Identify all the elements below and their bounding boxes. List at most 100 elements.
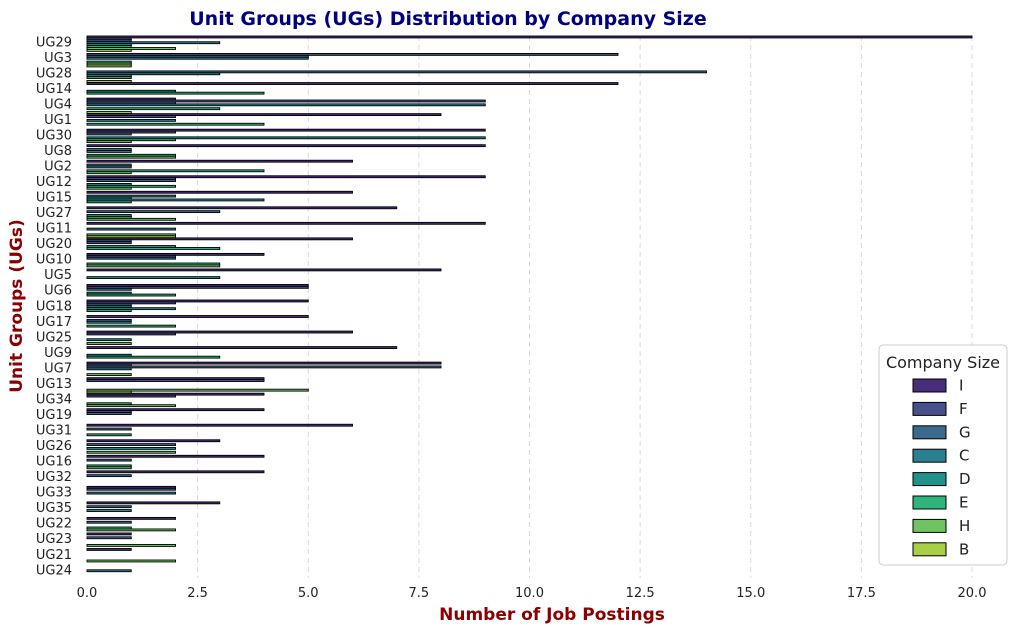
bar <box>86 569 132 573</box>
bar <box>86 470 265 474</box>
bar <box>86 80 132 83</box>
bar <box>86 35 973 39</box>
bar <box>86 82 619 85</box>
bar <box>86 287 132 291</box>
bar <box>86 404 176 408</box>
bars <box>86 35 973 573</box>
bar <box>86 285 309 289</box>
bar <box>86 373 132 377</box>
legend-swatch <box>912 425 947 440</box>
bar <box>86 206 398 210</box>
bar <box>86 179 176 182</box>
bar <box>86 227 176 231</box>
bar <box>86 241 132 245</box>
bar <box>86 268 442 272</box>
bar <box>86 132 132 136</box>
bar <box>86 447 176 450</box>
bar <box>86 53 619 56</box>
bar <box>86 408 265 412</box>
y-tick-label: UG10 <box>36 253 72 268</box>
y-tick-label: UG12 <box>36 175 72 190</box>
y-tick-label: UG18 <box>36 299 72 314</box>
y-tick-label: UG3 <box>44 51 72 66</box>
y-tick-label: UG28 <box>36 66 72 81</box>
bar <box>86 355 221 359</box>
bar <box>86 532 132 536</box>
bar <box>86 128 486 132</box>
bar <box>86 309 132 312</box>
legend-swatch <box>912 401 947 416</box>
bar <box>86 264 221 268</box>
x-tick-label: 5.0 <box>298 586 319 601</box>
bar <box>86 332 176 336</box>
bar <box>86 171 132 175</box>
y-tick-label: UG13 <box>36 377 72 392</box>
y-tick-label: UG5 <box>44 268 72 283</box>
bar <box>86 221 486 225</box>
y-tick-label: UG8 <box>44 144 72 159</box>
bar <box>86 169 265 173</box>
y-tick-label: UG9 <box>44 346 72 361</box>
bar <box>86 276 221 280</box>
bar <box>86 293 176 297</box>
bar <box>86 454 265 458</box>
bar <box>86 548 132 551</box>
y-tick-label: UG29 <box>36 35 72 50</box>
y-axis-title: Unit Groups (UGs) <box>7 219 27 393</box>
y-tick-label: UG34 <box>36 392 72 407</box>
chart-title: Unit Groups (UGs) Distribution by Compan… <box>189 8 707 30</box>
bar <box>86 72 221 76</box>
y-tick-label: UG27 <box>36 206 72 221</box>
x-tick-label: 20.0 <box>958 586 987 601</box>
bar <box>86 427 132 431</box>
y-tick-label: UG16 <box>36 455 72 470</box>
bar <box>86 115 176 118</box>
bar <box>86 91 265 95</box>
bar <box>86 379 265 382</box>
legend-label: F <box>959 400 968 418</box>
y-tick-label: UG35 <box>36 501 72 516</box>
y-tick-label: UG11 <box>36 222 72 237</box>
bar <box>86 536 132 540</box>
y-tick-labels: UG29UG3UG28UG14UG4UG1UG30UG8UG2UG12UG15U… <box>36 35 72 578</box>
bar <box>86 505 132 509</box>
y-tick-label: UG4 <box>44 97 72 112</box>
bar <box>86 330 353 334</box>
y-tick-label: UG1 <box>44 113 72 128</box>
legend-swatch <box>912 542 947 557</box>
x-tick-label: 12.5 <box>626 586 655 601</box>
legend-label: G <box>959 423 971 441</box>
bar <box>86 487 176 491</box>
y-tick-label: UG25 <box>36 330 72 345</box>
bar <box>86 122 265 126</box>
bar <box>86 365 442 369</box>
legend-label: H <box>959 517 970 535</box>
bar <box>86 41 221 45</box>
bar <box>86 559 176 563</box>
y-tick-label: UG15 <box>36 191 72 206</box>
bar <box>86 315 309 318</box>
bar <box>86 107 221 111</box>
x-tick-label: 10.0 <box>515 586 544 601</box>
bar <box>86 516 176 520</box>
bar <box>86 509 132 512</box>
bar <box>86 48 132 52</box>
bar <box>86 190 353 194</box>
bar <box>86 165 132 169</box>
bar <box>86 155 176 159</box>
y-tick-label: UG17 <box>36 315 72 330</box>
y-tick-label: UG24 <box>36 563 72 578</box>
x-tick-label: 0.0 <box>77 586 98 601</box>
bar <box>86 320 132 324</box>
legend-label: D <box>959 470 971 488</box>
x-tick-label: 2.5 <box>187 586 208 601</box>
y-tick-label: UG2 <box>44 160 72 175</box>
bar <box>86 64 132 68</box>
bar <box>86 342 132 345</box>
legend-label: E <box>959 494 968 512</box>
legend-swatch <box>912 378 947 393</box>
bar <box>86 520 132 524</box>
x-axis-title: Number of Job Postings <box>439 605 665 625</box>
bar <box>86 501 221 505</box>
